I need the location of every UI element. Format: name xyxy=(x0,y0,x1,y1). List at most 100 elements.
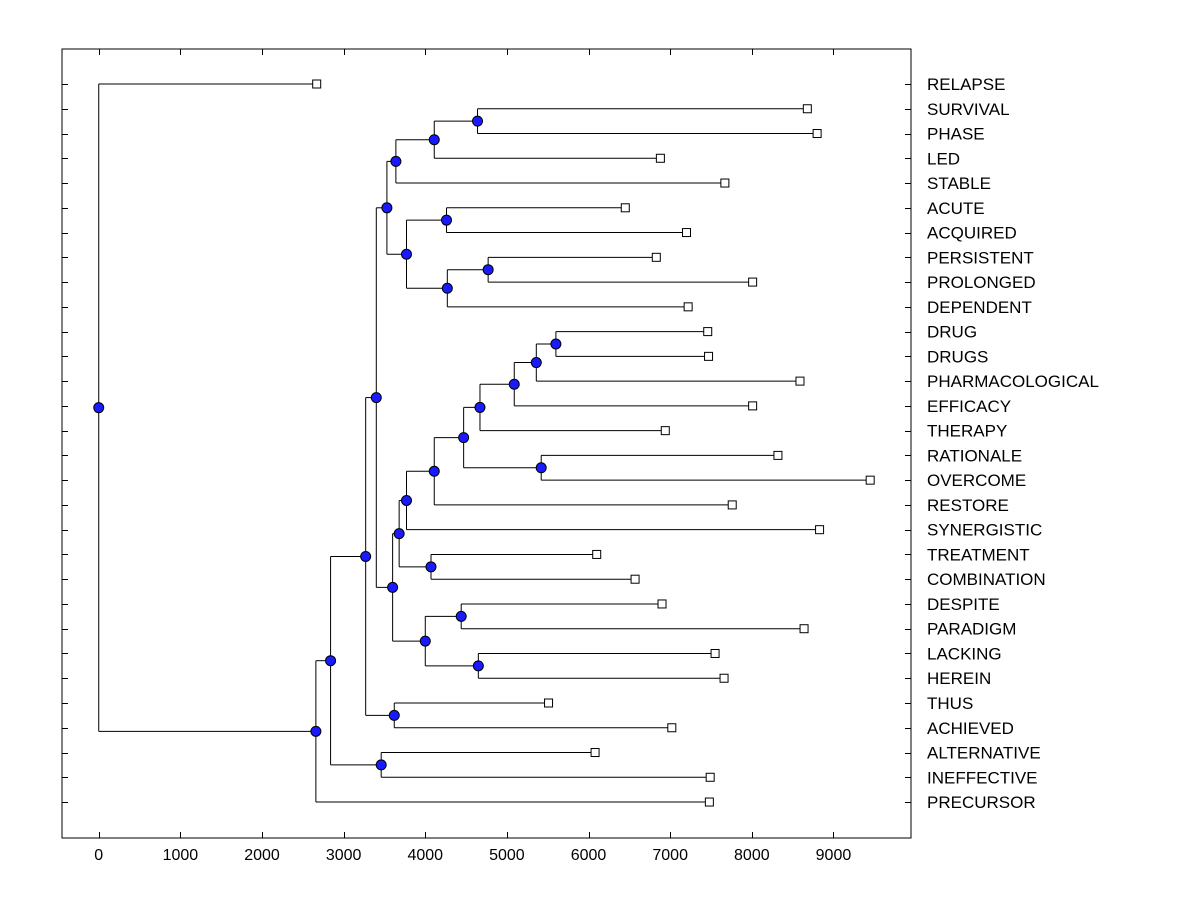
leaf-marker xyxy=(748,277,758,287)
dendrogram-links xyxy=(98,83,871,803)
x-tick-label: 6000 xyxy=(571,847,607,864)
leaf-marker xyxy=(802,104,812,114)
merge-node xyxy=(550,338,562,350)
leaf-marker xyxy=(660,426,670,436)
leaf-label: PARADIGM xyxy=(927,620,1016,639)
leaf-marker xyxy=(312,79,322,89)
merge-node xyxy=(388,709,400,721)
merge-node xyxy=(390,155,402,167)
leaf-label: SYNERGISTIC xyxy=(927,521,1042,540)
x-tick-label: 8000 xyxy=(734,847,770,864)
leaf-marker xyxy=(773,450,783,460)
leaf-label: DRUG xyxy=(927,323,977,342)
leaf-marker xyxy=(710,648,720,658)
leaf-marker xyxy=(544,698,554,708)
leaf-label: PRECURSOR xyxy=(927,793,1036,812)
merge-node xyxy=(400,248,412,260)
leaf-marker xyxy=(705,772,715,782)
leaf-markers xyxy=(312,79,875,807)
leaf-label: DESPITE xyxy=(927,595,1000,614)
leaf-marker xyxy=(683,302,693,312)
leaf-label: STABLE xyxy=(927,174,991,193)
plot-frame xyxy=(61,48,912,839)
leaf-marker xyxy=(727,500,737,510)
leaf-label: PHASE xyxy=(927,125,985,144)
merge-node xyxy=(472,660,484,672)
leaf-label: ACUTE xyxy=(927,199,985,218)
leaf-label: HEREIN xyxy=(927,669,991,688)
merge-node xyxy=(419,635,431,647)
leaf-label: THERAPY xyxy=(927,422,1007,441)
merge-node xyxy=(472,115,484,127)
leaf-marker xyxy=(719,673,729,683)
leaf-marker xyxy=(748,401,758,411)
merge-node xyxy=(428,134,440,146)
leaf-label: PROLONGED xyxy=(927,273,1036,292)
leaf-label: SURVIVAL xyxy=(927,100,1010,119)
merge-node xyxy=(375,759,387,771)
merge-node xyxy=(458,432,470,444)
merge-node xyxy=(428,465,440,477)
leaf-label: ACHIEVED xyxy=(927,719,1014,738)
merge-node xyxy=(325,655,337,667)
leaf-label: EFFICACY xyxy=(927,397,1011,416)
leaf-marker xyxy=(682,228,692,238)
leaf-label: THUS xyxy=(927,694,973,713)
merge-node xyxy=(535,462,547,474)
leaf-marker xyxy=(704,351,714,361)
leaf-marker xyxy=(651,252,661,262)
merge-node xyxy=(360,550,372,562)
x-tick-label: 5000 xyxy=(489,847,525,864)
merge-node xyxy=(530,357,542,369)
merge-node xyxy=(387,581,399,593)
leaf-marker xyxy=(620,203,630,213)
leaf-marker xyxy=(865,475,875,485)
leaf-label: ACQUIRED xyxy=(927,224,1017,243)
merge-node xyxy=(425,561,437,573)
merge-node xyxy=(310,725,322,737)
leaf-marker xyxy=(657,599,667,609)
x-tick-label: 1000 xyxy=(163,847,199,864)
leaf-marker xyxy=(667,723,677,733)
merge-node xyxy=(370,392,382,404)
leaf-marker xyxy=(720,178,730,188)
leaf-label: INEFFECTIVE xyxy=(927,768,1038,787)
x-tick-label: 4000 xyxy=(407,847,443,864)
leaf-marker xyxy=(812,129,822,139)
merge-node xyxy=(440,214,452,226)
leaf-label: LACKING xyxy=(927,644,1002,663)
x-tick-label: 2000 xyxy=(244,847,280,864)
leaf-marker xyxy=(704,797,714,807)
leaf-marker xyxy=(655,153,665,163)
leaf-label: RESTORE xyxy=(927,496,1009,515)
merge-node xyxy=(474,401,486,413)
merge-node xyxy=(482,264,494,276)
leaf-label: OVERCOME xyxy=(927,471,1026,490)
leaf-label: DRUGS xyxy=(927,347,988,366)
leaf-label: COMBINATION xyxy=(927,570,1046,589)
merge-node xyxy=(381,202,393,214)
leaf-label: RELAPSE xyxy=(927,75,1005,94)
leaf-marker xyxy=(592,549,602,559)
merge-node xyxy=(441,282,453,294)
leaf-marker xyxy=(703,327,713,337)
leaf-label: PERSISTENT xyxy=(927,248,1034,267)
x-tick-label: 0 xyxy=(94,847,103,864)
leaf-label: TREATMENT xyxy=(927,545,1030,564)
root-node xyxy=(93,402,105,414)
leaf-label: DEPENDENT xyxy=(927,298,1032,317)
leaf-marker xyxy=(630,574,640,584)
leaf-label: LED xyxy=(927,149,960,168)
leaf-marker xyxy=(815,525,825,535)
merge-node xyxy=(393,528,405,540)
leaf-labels: RELAPSE SURVIVAL PHASE LED STABLE ACUTE ACQUIR… xyxy=(927,75,1099,812)
leaf-marker xyxy=(799,624,809,634)
merge-node xyxy=(508,378,520,390)
x-axis: 0 1000 2000 3000 4000 5000 6000 7000 8000 9000 xyxy=(94,49,851,864)
merge-nodes xyxy=(93,115,562,771)
leaf-marker xyxy=(795,376,805,386)
x-tick-label: 9000 xyxy=(816,847,852,864)
x-tick-label: 3000 xyxy=(326,847,362,864)
leaf-label: ALTERNATIVE xyxy=(927,744,1041,763)
